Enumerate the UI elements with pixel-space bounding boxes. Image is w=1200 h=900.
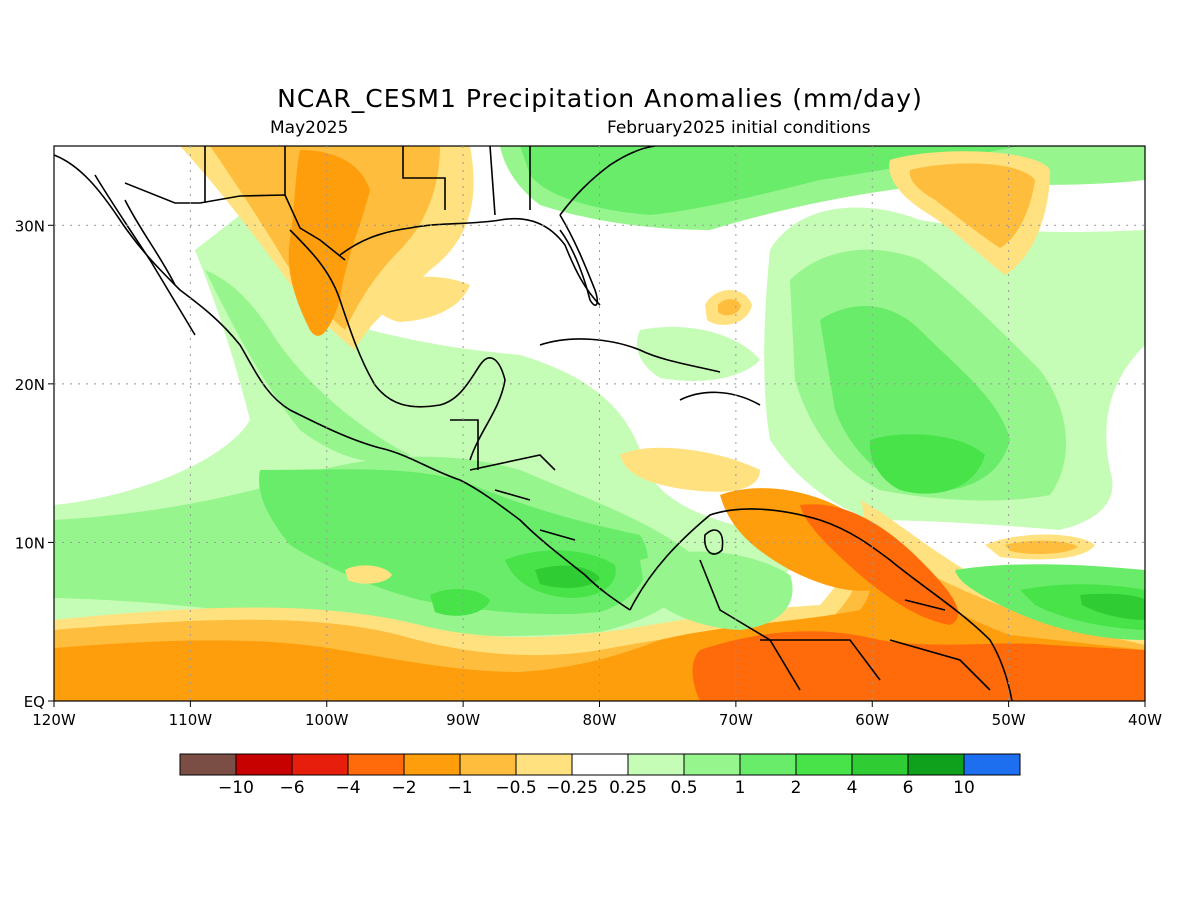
boundary-south-america	[699, 559, 991, 691]
lon-tick-label: 70W	[719, 711, 753, 729]
axes: 120W 110W 100W 90W 80W 70W 60W 50W 40W EQ 10N 20N 30…	[15, 217, 1162, 729]
dry-band-guiana-heavy	[800, 504, 959, 625]
dry-region-caribbean	[620, 447, 760, 492]
colorbar-label: 10	[953, 778, 975, 798]
dry-region-atlantic-n-mid	[909, 163, 1035, 248]
wet-core-atlantic	[869, 434, 985, 494]
lon-tick-label: 40W	[1128, 711, 1162, 729]
map-title: NCAR_CESM1 Precipitation Anomalies (mm/d…	[277, 84, 923, 113]
colorbar-label: 0.25	[609, 778, 647, 798]
colorbar-swatch	[347, 753, 405, 776]
coastline-hispaniola	[679, 391, 761, 406]
boundary-central-america	[450, 419, 576, 541]
lat-tick-label: EQ	[24, 693, 45, 711]
anomaly-field	[54, 146, 1145, 701]
wet-region-cuba	[636, 326, 760, 381]
lon-tick-label: 60W	[855, 711, 889, 729]
colorbar-label: −6	[279, 778, 304, 798]
lon-tick-label: 80W	[583, 711, 617, 729]
coastline-south-america	[629, 508, 1013, 701]
wet-core-panama-max	[535, 565, 600, 588]
initial-conditions: February2025 initial conditions	[607, 118, 871, 138]
colorbar-label: 1	[735, 778, 746, 798]
colorbar-swatch	[627, 753, 685, 776]
dry-band-venezuela-heavy	[692, 631, 1145, 701]
colorbar-label: 6	[903, 778, 914, 798]
lat-tick-label: 10N	[15, 534, 45, 552]
lon-tick-label: 110W	[169, 711, 213, 729]
colorbar-label: −0.25	[546, 778, 598, 798]
colorbar-swatch	[963, 753, 1021, 776]
dry-spot-bahamas-mid	[718, 299, 741, 316]
wet-region-coast	[205, 270, 410, 462]
colorbar-label: −2	[391, 778, 416, 798]
wet-core-atlantic-10n-max	[1080, 593, 1145, 620]
colorbar-label: −0.5	[495, 778, 536, 798]
colorbar-label: −10	[218, 778, 254, 798]
colorbar-label: 2	[791, 778, 802, 798]
boundary-us-mexico	[124, 182, 346, 261]
dry-spot-pacific	[345, 565, 392, 584]
coastlines	[54, 146, 1013, 701]
colorbar-swatch	[179, 753, 237, 776]
colorbar-label: −1	[447, 778, 472, 798]
lon-tick-label: 120W	[32, 711, 76, 729]
wet-region-colombia	[640, 551, 793, 630]
dry-spot-atlantic-10n-mid	[1005, 540, 1078, 555]
coastline-lake-maracaibo	[703, 529, 724, 555]
colorbar-label: −4	[335, 778, 360, 798]
colorbar-label: 0.5	[670, 778, 697, 798]
coastline-gulf-mexico	[289, 229, 506, 461]
dry-region-gulf	[370, 276, 470, 322]
coastline-florida	[559, 214, 598, 306]
dry-region-mexico-strong	[288, 150, 370, 336]
colorbar-swatch	[403, 753, 461, 776]
colorbar-swatch	[515, 753, 573, 776]
boundary-us-states	[204, 146, 531, 216]
colorbar-swatch	[291, 753, 349, 776]
lon-tick-label: 100W	[305, 711, 349, 729]
colorbar-swatch	[235, 753, 293, 776]
colorbar-swatch	[795, 753, 853, 776]
colorbar: −10 −6 −4 −2 −1 −0.5 −0.25 0.25 0.5 1 2 4 6 10	[179, 753, 1021, 798]
coastline-baja	[94, 174, 196, 336]
coastline-cuba	[539, 338, 721, 373]
colorbar-swatch	[459, 753, 517, 776]
coastline-us-gulf	[339, 218, 601, 306]
lon-tick-label: 90W	[446, 711, 480, 729]
colorbar-swatch	[907, 753, 965, 776]
colorbar-swatch	[739, 753, 797, 776]
colorbar-swatch	[571, 753, 629, 776]
lat-tick-label: 20N	[15, 376, 45, 394]
forecast-month: May2025	[270, 118, 349, 138]
colorbar-swatch	[851, 753, 909, 776]
lat-tick-label: 30N	[15, 217, 45, 235]
lon-tick-label: 50W	[992, 711, 1026, 729]
colorbar-swatch	[683, 753, 741, 776]
gridlines	[54, 146, 1145, 701]
wet-core-pacific	[430, 588, 490, 616]
colorbar-label: 4	[847, 778, 858, 798]
coastline-us-east	[559, 146, 656, 216]
